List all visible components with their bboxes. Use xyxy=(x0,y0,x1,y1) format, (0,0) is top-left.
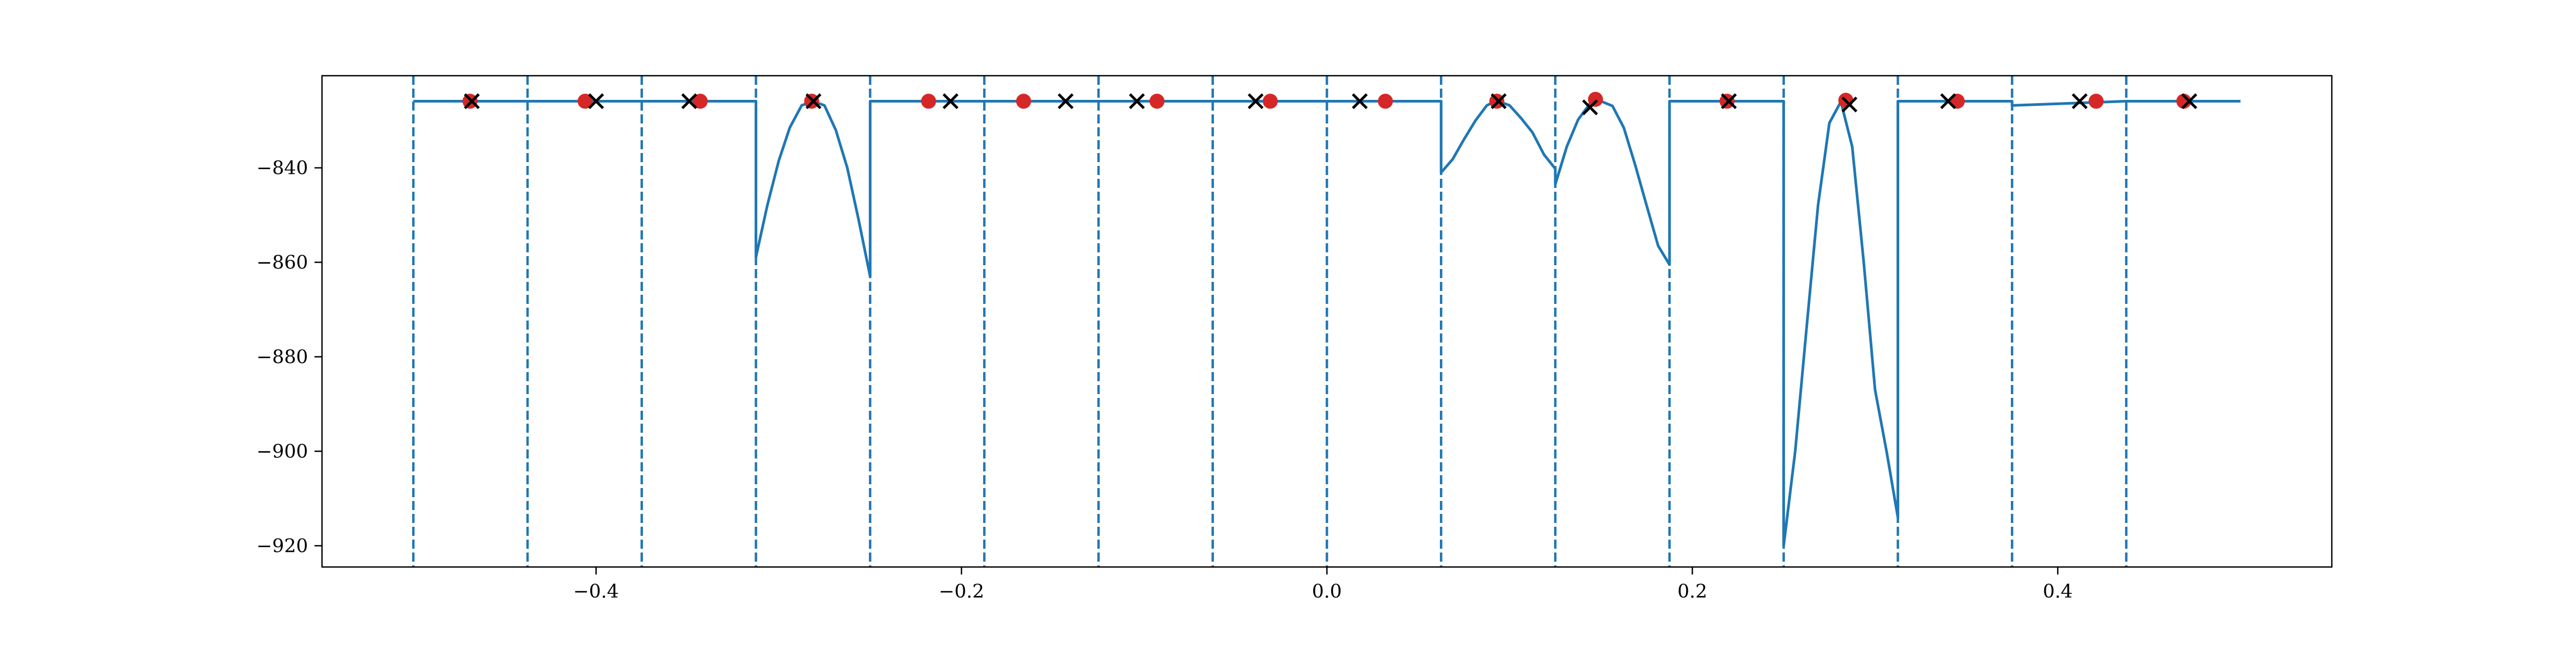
circle-point-8 xyxy=(1378,93,1393,109)
x-tick-label-1: −0.2 xyxy=(939,581,984,602)
x-point-stroke xyxy=(1490,93,1507,110)
x-point-stroke xyxy=(942,93,958,110)
circle-point-15 xyxy=(2176,93,2192,109)
circle-point-6 xyxy=(1149,93,1165,109)
x-point-11 xyxy=(1721,93,1737,110)
x-point-stroke xyxy=(1841,96,1857,113)
x-point-12 xyxy=(1841,96,1857,113)
x-point-stroke xyxy=(2072,93,2088,110)
x-point-stroke xyxy=(1352,93,1368,110)
series-group xyxy=(413,91,2241,547)
x-point-stroke xyxy=(806,93,822,110)
x-tick-label-3: 0.2 xyxy=(1678,581,1708,602)
x-point-1 xyxy=(588,93,604,110)
circle-point-10 xyxy=(1587,91,1603,107)
circle-point-5 xyxy=(1016,93,1031,109)
x-point-3 xyxy=(806,93,822,110)
x-point-stroke xyxy=(1721,93,1737,110)
circle-point-7 xyxy=(1262,93,1278,109)
x-tick-label-0: −0.4 xyxy=(573,581,619,602)
y-axis: −840 −860 −880 −900 −920 xyxy=(257,158,322,557)
x-point-stroke xyxy=(1582,99,1598,115)
series-line xyxy=(413,99,2241,547)
x-point-15 xyxy=(2181,93,2198,110)
x-point-7 xyxy=(1247,93,1264,110)
x-point-9 xyxy=(1490,93,1507,110)
x-point-stroke xyxy=(2181,93,2198,110)
x-point-2 xyxy=(681,93,698,110)
x-point-13 xyxy=(1940,93,1956,110)
x-point-stroke xyxy=(464,93,480,110)
x-point-10 xyxy=(1582,99,1598,115)
circle-point-14 xyxy=(2088,93,2104,109)
y-tick-label-0: −840 xyxy=(257,158,308,179)
x-point-6 xyxy=(1129,93,1145,110)
y-tick-label-3: −900 xyxy=(257,441,308,462)
x-point-stroke xyxy=(1057,93,1074,110)
x-point-5 xyxy=(1057,93,1074,110)
circle-point-2 xyxy=(692,93,708,109)
x-tick-label-2: 0.0 xyxy=(1312,581,1342,602)
x-point-stroke xyxy=(1940,93,1956,110)
x-point-14 xyxy=(2072,93,2088,110)
y-tick-label-2: −880 xyxy=(257,346,308,368)
x-point-stroke xyxy=(1129,93,1145,110)
x-point-stroke xyxy=(681,93,698,110)
x-point-0 xyxy=(464,93,480,110)
x-axis: −0.4 −0.2 0.0 0.2 0.4 xyxy=(573,567,2073,602)
y-tick-label-4: −920 xyxy=(257,535,308,557)
circle-point-4 xyxy=(921,93,936,109)
x-point-stroke xyxy=(588,93,604,110)
x-point-8 xyxy=(1352,93,1368,110)
y-tick-label-1: −860 xyxy=(257,252,308,274)
circle-point-1 xyxy=(577,93,593,109)
x-point-4 xyxy=(942,93,958,110)
x-tick-label-4: 0.4 xyxy=(2043,581,2073,602)
x-point-stroke xyxy=(1247,93,1264,110)
